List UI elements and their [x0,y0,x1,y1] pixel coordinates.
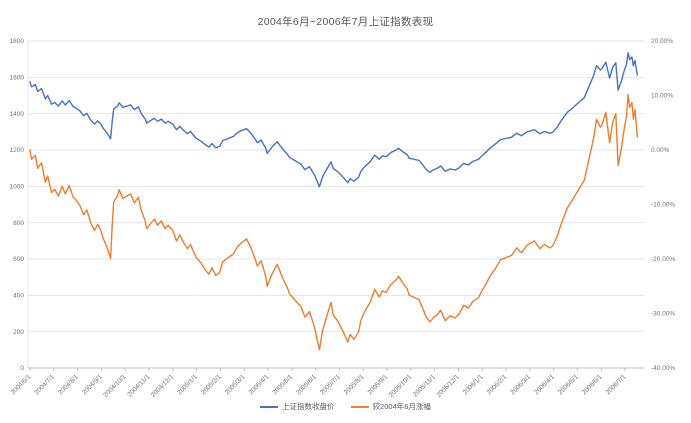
x-axis-tick-label: 2004/12/1 [150,373,176,399]
x-axis-tick-label: 2005/2/1 [200,373,223,396]
x-axis-tick-label: 2005/7/1 [319,373,342,396]
x-axis-tick-label: 2005/5/1 [271,373,294,396]
x-axis-tick-label: 2006/4/1 [533,373,556,396]
x-axis-tick-label: 2005/3/1 [224,373,247,396]
x-axis-tick-label: 2006/3/1 [509,373,532,396]
right-axis-tick-label: -10.00% [651,202,675,209]
left-axis-tick-label: 1400 [10,111,25,118]
legend-swatch-pct-change [350,405,369,408]
x-axis-tick-label: 2004/10/1 [102,373,128,399]
x-axis-tick-label: 2005/10/1 [388,373,414,399]
right-axis-tick-label: -40.00% [651,365,675,372]
right-axis-tick-label: 10.00% [651,93,673,100]
x-axis-tick-label: 2004/8/1 [57,373,80,396]
left-axis-tick-label: 1000 [10,184,25,191]
series-close-price-line [29,52,638,188]
x-axis-tick-label: 2006/2/1 [486,373,509,396]
left-axis-tick-label: 1600 [10,75,25,82]
x-axis-tick-label: 2005/4/1 [248,373,271,396]
chart-legend: 上证指数收盘价 较2004年6月涨幅 [0,401,691,412]
x-axis-tick-label: 2005/8/1 [343,373,366,396]
left-axis-tick-label: 600 [13,256,24,263]
x-axis-tick-label: 2004/7/1 [33,373,56,396]
legend-item-close-price: 上证指数收盘价 [260,401,335,412]
x-axis-tick-label: 2006/7/1 [605,373,628,396]
x-axis-tick-label: 2005/6/1 [295,373,318,396]
left-axis-tick-label: 1200 [10,147,25,154]
x-axis-tick-label: 2006/5/1 [557,373,580,396]
right-axis-tick-label: 0.00% [651,147,670,154]
x-axis-tick-label: 2005/11/1 [412,373,437,398]
left-axis-tick-label: 0 [20,365,24,372]
x-axis-tick-label: 2005/1/1 [176,373,199,396]
right-axis-tick-label: -30.00% [651,311,675,318]
legend-label-pct-change: 较2004年6月涨幅 [372,402,431,411]
left-axis-tick-label: 1800 [10,38,25,45]
series-pct-change-line [29,93,638,351]
right-axis-tick-label: -20.00% [651,256,675,263]
x-axis-tick-label: 2006/1/1 [462,373,485,396]
x-axis-tick-label: 2005/9/1 [367,373,390,396]
legend-label-close-price: 上证指数收盘价 [282,402,335,411]
left-axis-tick-label: 200 [13,329,24,336]
x-axis-tick-label: 2006/6/1 [581,373,604,396]
x-axis-tick-label: 2004/11/1 [126,373,151,398]
left-axis-tick-label: 800 [13,220,24,227]
right-axis-tick-label: 20.00% [651,38,673,45]
x-axis-tick-label: 2004/6/1 [10,373,33,396]
legend-item-pct-change: 较2004年6月涨幅 [350,401,431,412]
chart-title: 2004年6月~2006年7月上证指数表现 [257,16,434,28]
x-axis-tick-label: 2004/9/1 [81,373,104,396]
legend-swatch-close-price [260,405,279,408]
x-axis-tick-label: 2005/12/1 [435,373,461,399]
left-axis-tick-label: 400 [13,293,24,300]
